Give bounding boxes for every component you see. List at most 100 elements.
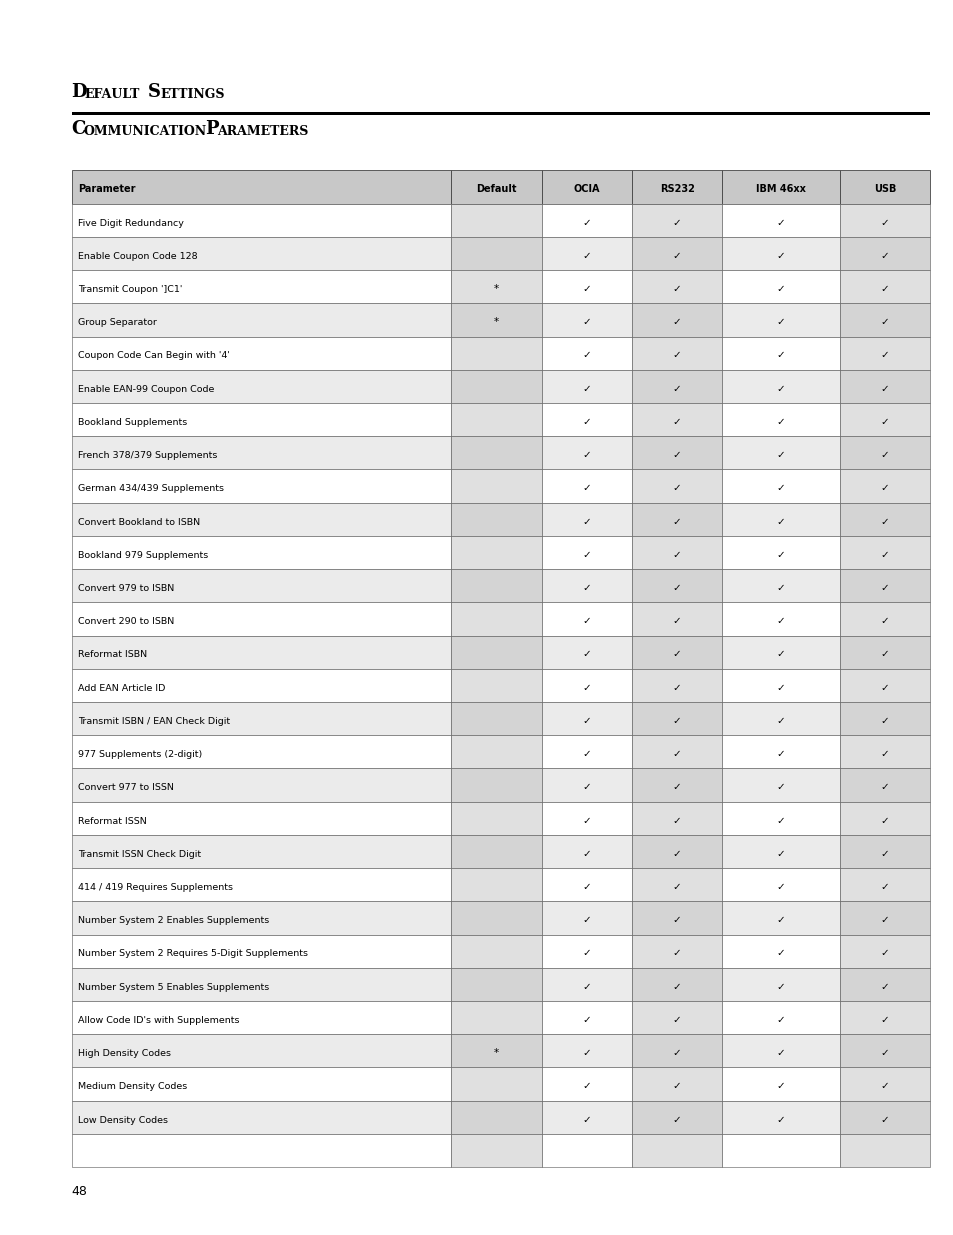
Text: ✓: ✓ xyxy=(880,317,888,327)
Text: Coupon Code Can Begin with '4': Coupon Code Can Begin with '4' xyxy=(78,352,230,361)
Bar xyxy=(721,835,839,868)
Text: ✓: ✓ xyxy=(672,550,680,559)
Bar xyxy=(839,304,929,337)
Bar xyxy=(631,1134,721,1167)
Text: ✓: ✓ xyxy=(776,384,784,394)
Bar xyxy=(451,1134,541,1167)
Text: ✓: ✓ xyxy=(880,1082,888,1092)
Bar xyxy=(71,403,451,436)
Bar xyxy=(541,536,631,569)
Text: 977 Supplements (2-digit): 977 Supplements (2-digit) xyxy=(78,750,202,760)
Text: ✓: ✓ xyxy=(880,284,888,294)
Text: Medium Density Codes: Medium Density Codes xyxy=(78,1082,188,1092)
Text: ✓: ✓ xyxy=(880,782,888,793)
Bar xyxy=(451,304,541,337)
Bar xyxy=(721,569,839,603)
Text: ✓: ✓ xyxy=(581,650,591,659)
Text: Number System 2 Requires 5-Digit Supplements: Number System 2 Requires 5-Digit Supplem… xyxy=(78,950,308,958)
Text: ✓: ✓ xyxy=(776,483,784,493)
Text: ✓: ✓ xyxy=(880,384,888,394)
Text: ✓: ✓ xyxy=(581,1015,591,1025)
Bar xyxy=(71,237,451,270)
Bar xyxy=(541,1067,631,1100)
Bar xyxy=(631,868,721,902)
Bar xyxy=(71,802,451,835)
Bar xyxy=(721,436,839,469)
Bar xyxy=(541,204,631,237)
Text: ✓: ✓ xyxy=(880,1015,888,1025)
Bar xyxy=(541,503,631,536)
Text: Enable Coupon Code 128: Enable Coupon Code 128 xyxy=(78,252,197,261)
Bar xyxy=(71,669,451,701)
Text: ✓: ✓ xyxy=(776,915,784,925)
Text: ✓: ✓ xyxy=(581,516,591,526)
Bar xyxy=(71,112,929,115)
Bar xyxy=(721,403,839,436)
Bar xyxy=(451,768,541,802)
Text: ✓: ✓ xyxy=(672,1015,680,1025)
Bar xyxy=(71,935,451,968)
Text: ✓: ✓ xyxy=(776,848,784,858)
Bar xyxy=(451,436,541,469)
Text: ✓: ✓ xyxy=(880,848,888,858)
Bar xyxy=(839,669,929,701)
Bar xyxy=(839,403,929,436)
Text: ETTINGS: ETTINGS xyxy=(160,88,225,101)
Text: ✓: ✓ xyxy=(776,217,784,227)
Text: RS232: RS232 xyxy=(659,184,694,194)
Text: ✓: ✓ xyxy=(672,1082,680,1092)
Bar xyxy=(71,170,451,204)
Text: ✓: ✓ xyxy=(776,683,784,693)
Bar xyxy=(631,701,721,735)
Bar xyxy=(721,536,839,569)
Bar xyxy=(451,1034,541,1067)
Text: Transmit Coupon ']C1': Transmit Coupon ']C1' xyxy=(78,285,182,294)
Bar xyxy=(631,337,721,369)
Bar xyxy=(451,835,541,868)
Bar xyxy=(721,1134,839,1167)
Bar xyxy=(451,204,541,237)
Bar xyxy=(839,536,929,569)
Bar xyxy=(71,636,451,669)
Text: OCIA: OCIA xyxy=(573,184,599,194)
Bar xyxy=(451,1000,541,1034)
Bar xyxy=(541,868,631,902)
Bar xyxy=(721,469,839,503)
Text: ✓: ✓ xyxy=(672,616,680,626)
Text: ✓: ✓ xyxy=(776,1114,784,1125)
Text: ✓: ✓ xyxy=(672,750,680,760)
Bar xyxy=(541,403,631,436)
Text: ✓: ✓ xyxy=(776,716,784,726)
Bar xyxy=(71,603,451,636)
Text: ✓: ✓ xyxy=(880,815,888,825)
Text: Reformat ISSN: Reformat ISSN xyxy=(78,816,147,825)
Text: Number System 2 Enables Supplements: Number System 2 Enables Supplements xyxy=(78,916,269,925)
Text: ✓: ✓ xyxy=(776,417,784,427)
Bar xyxy=(71,270,451,304)
Text: ✓: ✓ xyxy=(880,583,888,593)
Bar xyxy=(451,270,541,304)
Bar xyxy=(839,1067,929,1100)
Text: ✓: ✓ xyxy=(581,483,591,493)
Bar xyxy=(541,1034,631,1067)
Text: ✓: ✓ xyxy=(672,516,680,526)
Bar xyxy=(631,835,721,868)
Bar xyxy=(721,204,839,237)
Text: Transmit ISSN Check Digit: Transmit ISSN Check Digit xyxy=(78,850,201,858)
Text: ✓: ✓ xyxy=(672,351,680,361)
Text: ✓: ✓ xyxy=(672,284,680,294)
Bar xyxy=(839,469,929,503)
Text: ✓: ✓ xyxy=(880,351,888,361)
Bar xyxy=(721,968,839,1000)
Bar xyxy=(541,935,631,968)
Bar xyxy=(631,403,721,436)
Text: ✓: ✓ xyxy=(672,483,680,493)
Text: Convert 290 to ISBN: Convert 290 to ISBN xyxy=(78,618,174,626)
Bar xyxy=(721,1100,839,1134)
Text: *: * xyxy=(494,284,498,294)
Bar xyxy=(71,902,451,935)
Text: ✓: ✓ xyxy=(672,583,680,593)
Text: ✓: ✓ xyxy=(581,317,591,327)
Text: EFAULT: EFAULT xyxy=(84,88,139,101)
Bar xyxy=(631,369,721,403)
